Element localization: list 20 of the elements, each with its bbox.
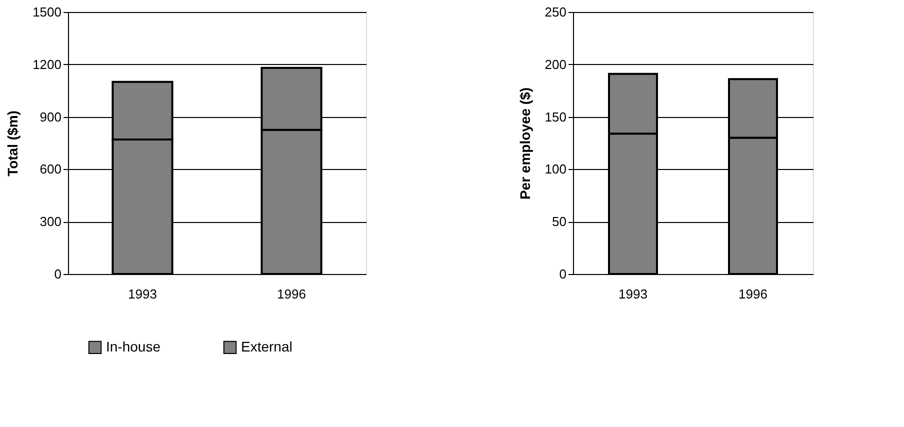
legend-label: In-house [106, 338, 161, 354]
y-tick-label: 600 [40, 162, 62, 177]
y-axis-title: Per employee ($) [516, 87, 533, 200]
y-tick-label: 150 [544, 109, 566, 124]
y-tick-label: 1200 [32, 56, 62, 72]
y-tick-label: 900 [40, 109, 62, 124]
x-tick-label: 1993 [618, 286, 648, 302]
x-tick-label: 1996 [277, 286, 306, 302]
y-tick-label: 300 [40, 214, 62, 230]
y-tick-label: 50 [552, 214, 566, 230]
legend-label: External [241, 338, 292, 354]
y-tick-label: 0 [54, 266, 62, 282]
x-tick-label: 1996 [738, 286, 768, 302]
y-tick-label: 250 [544, 4, 566, 20]
x-tick-label: 1993 [128, 286, 157, 302]
y-tick-label: 100 [544, 162, 566, 177]
y-axis-title: Total ($m) [4, 110, 21, 176]
y-tick-label: 0 [559, 266, 566, 282]
y-tick-label: 1500 [32, 4, 62, 20]
y-tick-label: 200 [544, 56, 566, 72]
